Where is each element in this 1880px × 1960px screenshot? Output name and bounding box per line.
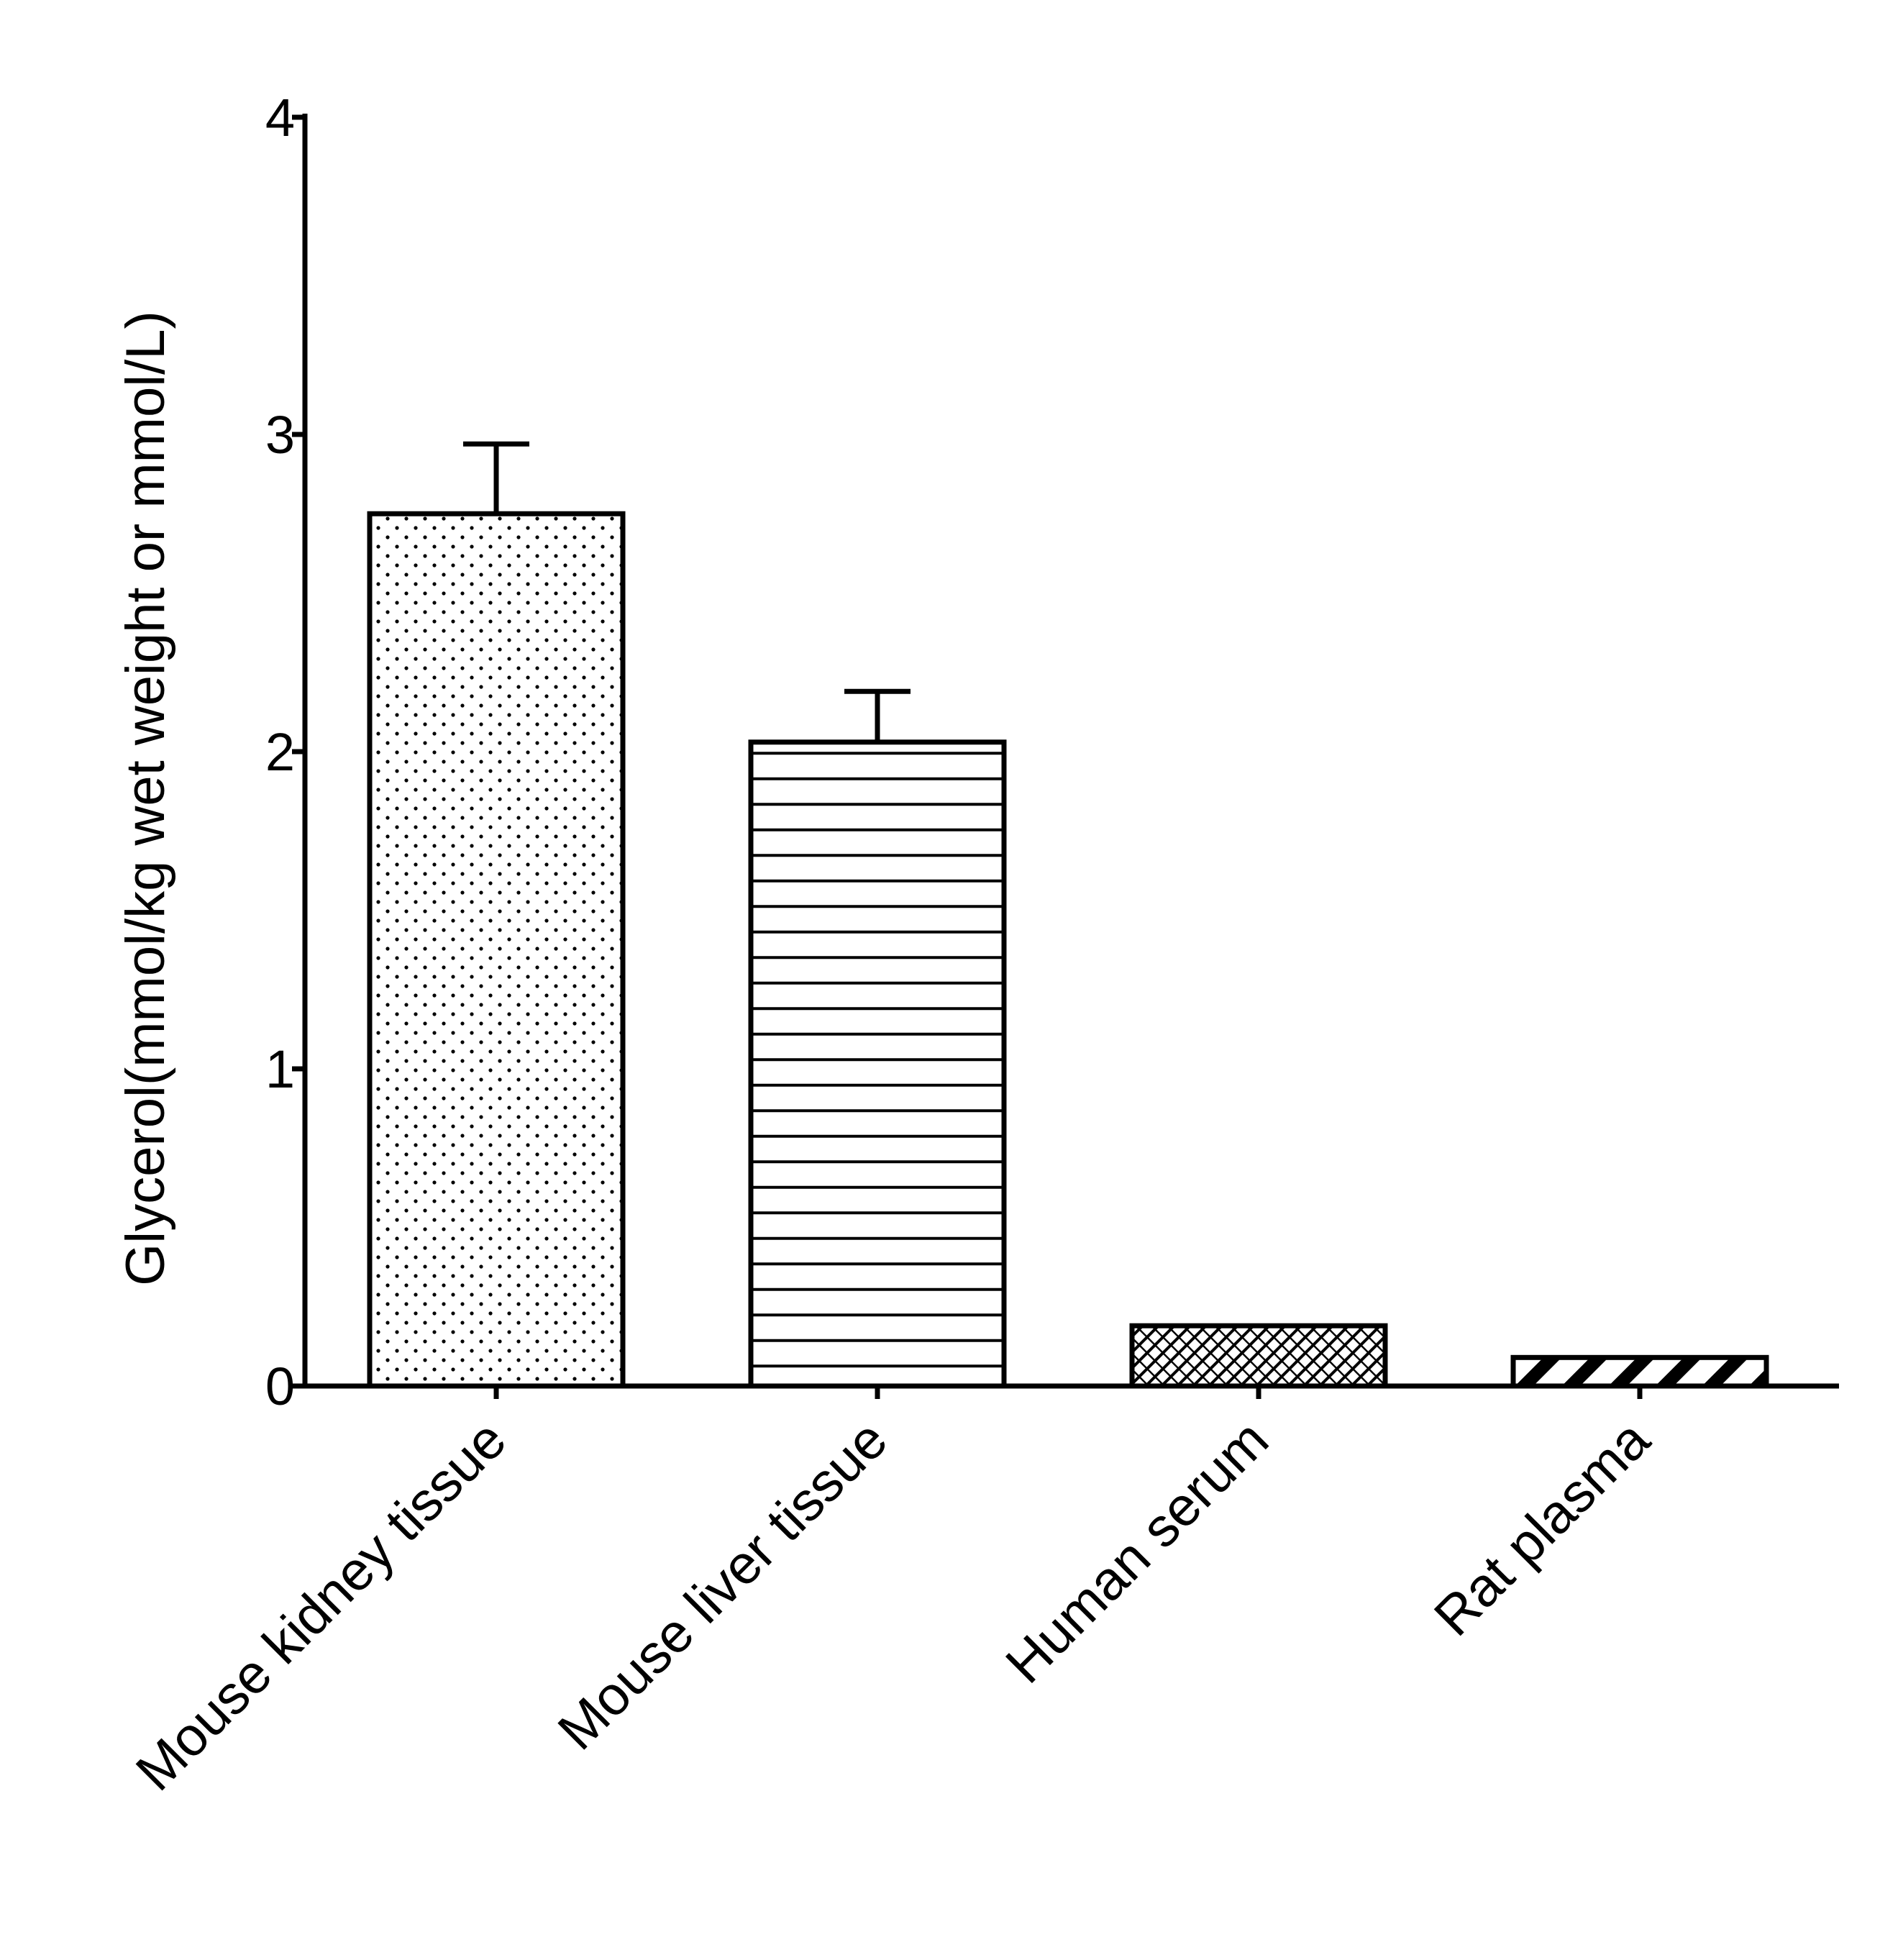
y-tick-label: 1	[265, 1039, 295, 1099]
y-tick-label: 0	[265, 1357, 295, 1416]
y-tick-label: 4	[265, 88, 295, 147]
x-tick-label: Rat plasma	[1423, 1408, 1661, 1647]
error-bars-group	[463, 441, 911, 742]
bar	[1510, 1354, 1769, 1389]
bar	[748, 739, 1007, 1389]
bar	[1129, 1323, 1388, 1389]
y-axis-label: Glycerol(mmol/kg wet weight or mmol/L)	[115, 311, 176, 1286]
x-tick-label: Mouse kidney tissue	[124, 1409, 518, 1802]
x-axis-ticks: Mouse kidney tissue Mouse liver tissue Hum…	[124, 1386, 1662, 1802]
x-tick-label: Human serum	[994, 1409, 1280, 1695]
y-axis-ticks: 0 1 2 3 4	[265, 88, 305, 1416]
bars-group	[367, 511, 1769, 1389]
y-tick-label: 2	[265, 722, 295, 782]
bar	[367, 511, 626, 1389]
y-tick-label: 3	[265, 405, 295, 465]
x-tick-label: Mouse liver tissue	[547, 1409, 899, 1761]
